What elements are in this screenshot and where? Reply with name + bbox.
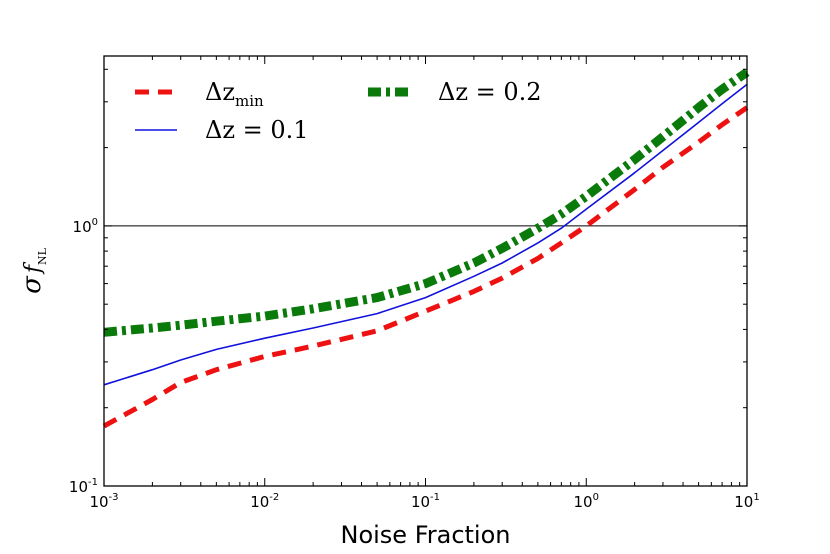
y-axis-sub: NL — [36, 247, 49, 265]
series-line-3 — [103, 68, 750, 337]
plot-area — [103, 55, 748, 487]
x-tick-label: 100 — [574, 492, 599, 511]
legend-label-3: Δz = 0.2 — [438, 78, 542, 106]
y-tick-label: 10-1 — [69, 477, 98, 496]
legend-label-2: Δz = 0.1 — [205, 116, 309, 144]
x-tick-label: 10-2 — [250, 492, 279, 511]
x-tick-label: 101 — [734, 492, 759, 511]
x-tick-label: 10-1 — [411, 492, 440, 511]
legend-label-1: Δzmin — [205, 78, 264, 110]
legend: Δzmin Δz = 0.1 Δz = 0.2 — [135, 78, 542, 144]
x-tick-label: 10-3 — [89, 492, 118, 511]
svg-text:σfNL: σfNL — [17, 247, 49, 294]
y-axis-title: σfNL — [17, 247, 49, 294]
series-line-1 — [102, 105, 749, 429]
series-line-2 — [103, 83, 748, 386]
y-tick-label: 100 — [73, 217, 98, 236]
y-axis-sigma: σ — [17, 275, 47, 294]
x-axis-title: Noise Fraction — [340, 521, 510, 549]
